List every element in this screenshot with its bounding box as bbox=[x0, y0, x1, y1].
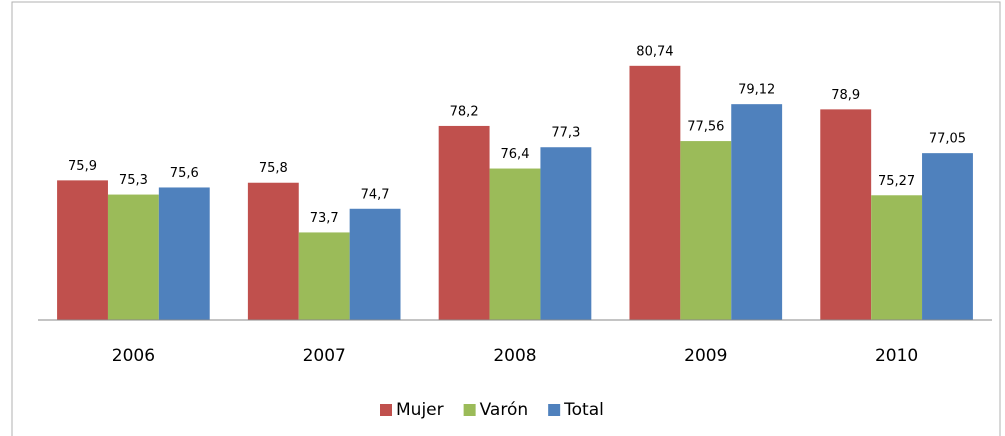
bar bbox=[298, 232, 350, 320]
data-label: 80,74 bbox=[636, 44, 673, 59]
data-label: 73,7 bbox=[310, 211, 339, 226]
data-label: 75,6 bbox=[170, 166, 199, 181]
bar bbox=[731, 104, 783, 320]
data-label: 77,3 bbox=[551, 126, 580, 141]
data-label: 75,9 bbox=[68, 159, 97, 174]
bar bbox=[57, 180, 108, 320]
legend-label: Varón bbox=[480, 400, 529, 420]
bar bbox=[438, 125, 490, 320]
data-label: 77,05 bbox=[929, 132, 966, 147]
bar bbox=[922, 153, 973, 320]
legend-swatch bbox=[548, 404, 561, 416]
data-label: 76,4 bbox=[501, 147, 530, 162]
bar bbox=[680, 141, 732, 320]
data-label: 77,56 bbox=[687, 120, 724, 135]
bar bbox=[247, 182, 299, 320]
x-tick-label: 2008 bbox=[493, 346, 536, 366]
bar bbox=[349, 208, 401, 320]
data-label: 74,7 bbox=[361, 187, 390, 202]
legend-swatch bbox=[380, 404, 392, 416]
bar bbox=[629, 65, 681, 320]
data-label: 79,12 bbox=[738, 83, 775, 98]
x-tick-label: 2010 bbox=[875, 346, 918, 366]
legend-swatch bbox=[463, 404, 476, 416]
bar bbox=[489, 168, 541, 320]
x-tick-label: 2006 bbox=[112, 346, 155, 366]
x-tick-label: 2009 bbox=[684, 346, 727, 366]
legend-label: Mujer bbox=[396, 400, 444, 420]
bar bbox=[871, 195, 923, 320]
data-label: 75,27 bbox=[878, 174, 915, 189]
legend-label: Total bbox=[563, 400, 604, 420]
x-tick-label: 2007 bbox=[303, 346, 346, 366]
bar bbox=[158, 187, 210, 320]
bar bbox=[107, 194, 159, 320]
bar bbox=[540, 147, 592, 320]
data-label: 75,8 bbox=[259, 161, 288, 176]
bar bbox=[820, 109, 872, 320]
data-label: 78,9 bbox=[831, 88, 860, 103]
data-label: 78,2 bbox=[450, 104, 479, 119]
data-label: 75,3 bbox=[119, 173, 148, 188]
